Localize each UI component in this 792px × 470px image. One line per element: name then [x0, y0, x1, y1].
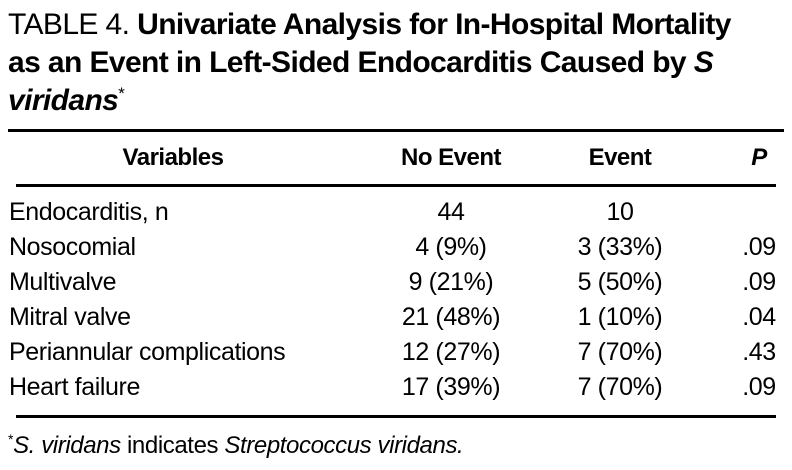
column-header-event: Event [588, 144, 652, 171]
cell-variable: Mitral valve [9, 303, 131, 331]
cell-no-event: 17 (39%) [401, 373, 501, 401]
table-row: Endocarditis, n 44 10 [8, 195, 784, 230]
footnote-indicates-text: indicates [127, 432, 219, 459]
table-body: Endocarditis, n 44 10 Nosocomial 4 (9%) … [8, 187, 784, 415]
title-line-1: TABLE 4. Univariate Analysis for In-Hosp… [8, 6, 784, 44]
cell-no-event: 9 (21%) [408, 268, 494, 296]
table-row: Periannular complications 12 (27%) 7 (70… [8, 335, 784, 370]
cell-no-event: 44 [437, 198, 465, 226]
bottom-rule [16, 415, 776, 418]
cell-event: 3 (33%) [577, 233, 663, 261]
title-footnote-marker: * [118, 84, 125, 103]
table-number-label: TABLE 4. [8, 8, 130, 41]
cell-p-value: .09 [742, 233, 776, 261]
cell-no-event: 12 (27%) [401, 338, 501, 366]
table-row: Multivalve 9 (21%) 5 (50%) .09 [8, 265, 784, 300]
footnote-species-abbrev: S. viridans [13, 432, 121, 459]
title-species-name: viridans [8, 84, 119, 117]
cell-variable: Heart failure [9, 373, 140, 401]
cell-event: 5 (50%) [577, 268, 663, 296]
footnote-marker: * [8, 431, 14, 447]
cell-variable: Endocarditis, n [9, 198, 169, 226]
cell-no-event: 21 (48%) [401, 303, 501, 331]
cell-no-event: 4 (9%) [415, 233, 487, 261]
table-title: TABLE 4. Univariate Analysis for In-Hosp… [0, 0, 792, 120]
cell-event: 7 (70%) [577, 338, 663, 366]
title-text-line-2: as an Event in Left-Sided Endocarditis C… [8, 46, 687, 79]
title-line-2: as an Event in Left-Sided Endocarditis C… [8, 44, 784, 82]
data-table: Variables No Event Event P Endocarditis,… [8, 132, 784, 418]
cell-p-value: .43 [742, 338, 776, 366]
footnote-species-full: Streptococcus viridans. [224, 432, 464, 459]
title-line-3: viridans* [8, 82, 784, 120]
title-text-line-1: Univariate Analysis for In-Hospital Mort… [137, 8, 731, 41]
cell-variable: Periannular complications [9, 338, 286, 366]
cell-p-value: .09 [742, 268, 776, 296]
top-rule [8, 129, 784, 132]
column-header-p-value: P [751, 144, 767, 171]
cell-variable: Multivalve [9, 268, 117, 296]
cell-event: 1 (10%) [577, 303, 663, 331]
cell-p-value: .09 [742, 373, 776, 401]
cell-variable: Nosocomial [9, 233, 136, 261]
cell-event: 10 [606, 198, 634, 226]
column-header-variables: Variables [122, 144, 224, 171]
cell-p-value: .04 [742, 303, 776, 331]
title-species-abbrev: S [693, 46, 714, 79]
column-header-no-event: No Event [400, 144, 502, 171]
cell-event: 7 (70%) [577, 373, 663, 401]
table-header-row: Variables No Event Event P [8, 132, 784, 184]
table-row: Mitral valve 21 (48%) 1 (10%) .04 [8, 300, 784, 335]
header-divider-rule [16, 184, 776, 187]
table-row: Heart failure 17 (39%) 7 (70%) .09 [8, 370, 784, 405]
table-row: Nosocomial 4 (9%) 3 (33%) .09 [8, 230, 784, 265]
table-footnote: *S. viridans indicates Streptococcus vir… [8, 431, 784, 461]
